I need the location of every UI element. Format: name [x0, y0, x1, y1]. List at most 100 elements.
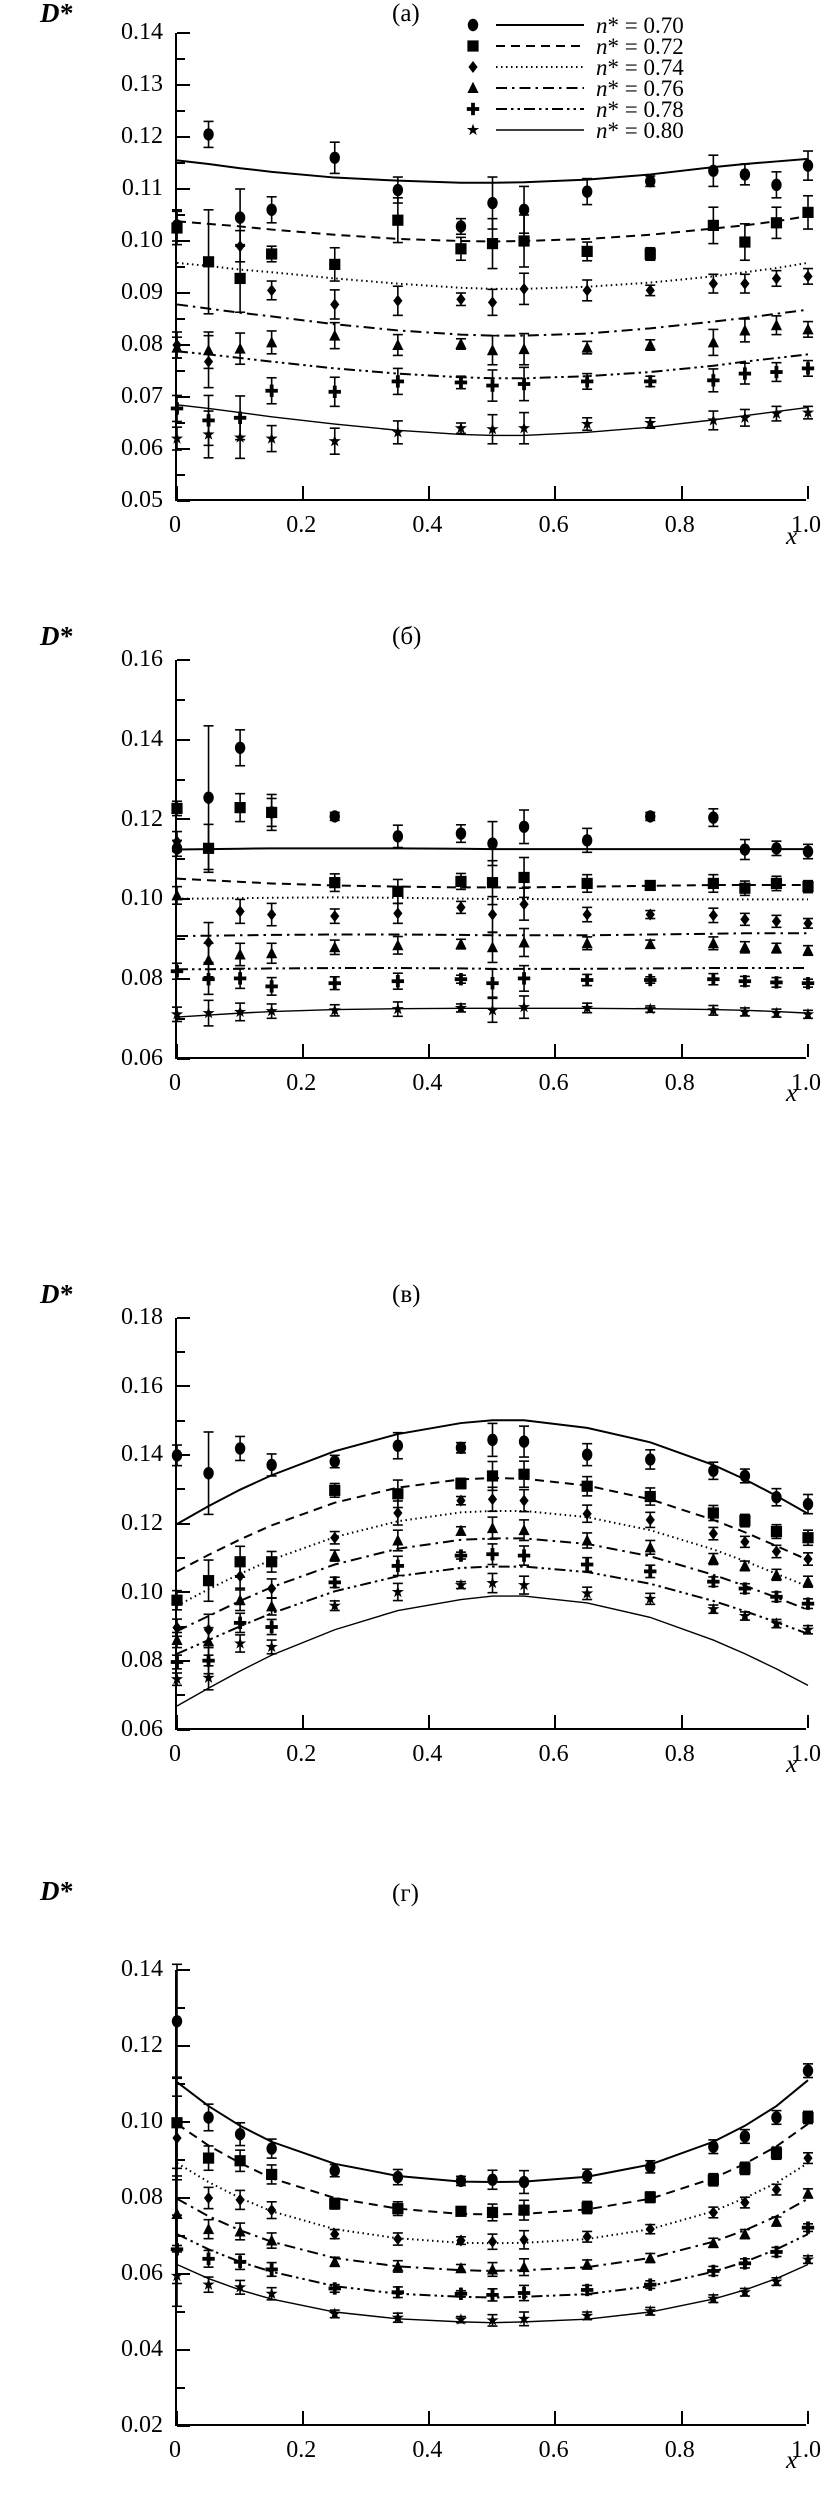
series-layer: [170, 725, 815, 1027]
diamond-marker: [203, 2192, 214, 2204]
x-tick: [428, 486, 431, 499]
y-tick-label: 0.06: [121, 1045, 163, 1071]
y-tick-minor: [177, 858, 185, 861]
square-marker: [644, 248, 656, 260]
star-marker: [486, 1576, 499, 1589]
circle-marker: [581, 185, 593, 198]
triangle-marker: [581, 341, 593, 353]
circle-marker: [739, 2130, 751, 2143]
plus-marker: [770, 1590, 783, 1603]
x-tick-label: 0.2: [286, 1741, 317, 1767]
triangle-marker: [455, 937, 467, 950]
y-tick-label: 0.11: [121, 175, 163, 201]
y-tick-label: 0.08: [121, 1647, 163, 1674]
plus-marker: [328, 1576, 341, 1589]
diamond-marker: [740, 913, 750, 926]
star-marker: [581, 1001, 594, 1014]
y-tick-label: 0.14: [121, 1441, 163, 1468]
circle-marker: [708, 164, 719, 177]
circle-marker: [329, 1455, 340, 1468]
star-marker: [644, 1002, 657, 1015]
plus-marker: [738, 2257, 752, 2270]
circle-marker: [234, 1442, 246, 1455]
panel-label-3: (в): [392, 1281, 421, 1308]
square-marker: [707, 219, 719, 231]
star-marker: [738, 1005, 751, 1018]
diamond-marker: [803, 917, 813, 930]
y-tick-label: 0.12: [121, 123, 163, 149]
star-marker: [202, 428, 215, 440]
fit-curve-dash-dot-line: [176, 303, 809, 337]
plus-marker: [391, 375, 405, 388]
plus-marker: [486, 379, 499, 392]
diamond-marker: [582, 284, 592, 297]
legend-label: n* = 0.80: [596, 118, 684, 143]
square-marker: [392, 2203, 404, 2215]
star-marker: [265, 1640, 278, 1653]
x-tick-label: 0.8: [664, 1741, 695, 1767]
square-marker: [770, 217, 783, 229]
x-tick: [806, 2411, 809, 2424]
diamond-marker: [708, 1527, 718, 1540]
y-tick: [177, 239, 190, 242]
star-marker: [454, 1001, 468, 1014]
star-marker: [517, 1000, 531, 1013]
y-tick-minor: [177, 161, 185, 164]
y-tick: [177, 978, 190, 980]
star-marker: [486, 2313, 499, 2326]
y-tick-label: 0.09: [121, 279, 163, 305]
square-marker: [770, 877, 783, 890]
y-axis-label-star: *: [60, 621, 74, 651]
square-marker: [581, 2201, 593, 2214]
star-marker: [202, 1006, 215, 1019]
square-marker: [581, 1480, 593, 1492]
y-tick-label: 0.07: [121, 383, 163, 409]
square-marker: [518, 871, 530, 884]
star-marker: [170, 432, 184, 444]
square-marker: [802, 881, 814, 893]
diamond-marker: [235, 1570, 245, 1583]
triangle-marker: [455, 2262, 467, 2274]
star-marker: [770, 407, 783, 419]
circle-marker: [455, 2174, 467, 2188]
legend-label: n* = 0.76: [596, 76, 684, 101]
diamond-marker: [267, 908, 277, 921]
triangle-marker: [329, 941, 341, 953]
triangle-marker: [644, 1541, 656, 1553]
y-axis-label: D*: [40, 621, 74, 652]
triangle-marker: [202, 953, 215, 966]
triangle-marker: [329, 329, 341, 341]
star-marker: [517, 421, 531, 434]
dotted-line: [494, 56, 586, 77]
x-axis-label: x: [786, 2447, 798, 2474]
diamond-marker: [468, 61, 478, 73]
y-tick-label: 0.14: [121, 19, 163, 45]
legend-label: n* = 0.78: [596, 97, 684, 122]
plus-marker: [738, 974, 752, 988]
triangle-marker: [739, 2227, 751, 2240]
square-marker: [171, 802, 183, 815]
x-axis-label: x: [786, 1080, 798, 1107]
plus-marker: [580, 375, 594, 388]
circle-marker: [708, 811, 719, 824]
y-tick-label: 0.18: [121, 1304, 163, 1330]
y-tick: [177, 31, 190, 34]
diamond-marker: [645, 284, 655, 297]
y-axis-label: D*: [40, 0, 74, 29]
plus-marker: [580, 1558, 594, 1571]
y-tick: [177, 1454, 190, 1457]
circle-marker: [392, 830, 404, 843]
circle-marker: [771, 1491, 782, 1504]
dash-dot-line: [494, 77, 586, 98]
triangle-marker: [644, 937, 656, 950]
circle-marker: [234, 211, 246, 224]
square-marker: [802, 1532, 814, 1544]
star-marker: [234, 1005, 247, 1018]
plus-marker: [328, 2282, 341, 2295]
square-marker: [455, 243, 467, 255]
diamond-marker: [460, 56, 486, 77]
diamond-marker: [456, 901, 466, 914]
circle-marker: [203, 2111, 214, 2124]
x-axis-label: x: [786, 523, 798, 550]
circle-marker: [266, 203, 277, 216]
